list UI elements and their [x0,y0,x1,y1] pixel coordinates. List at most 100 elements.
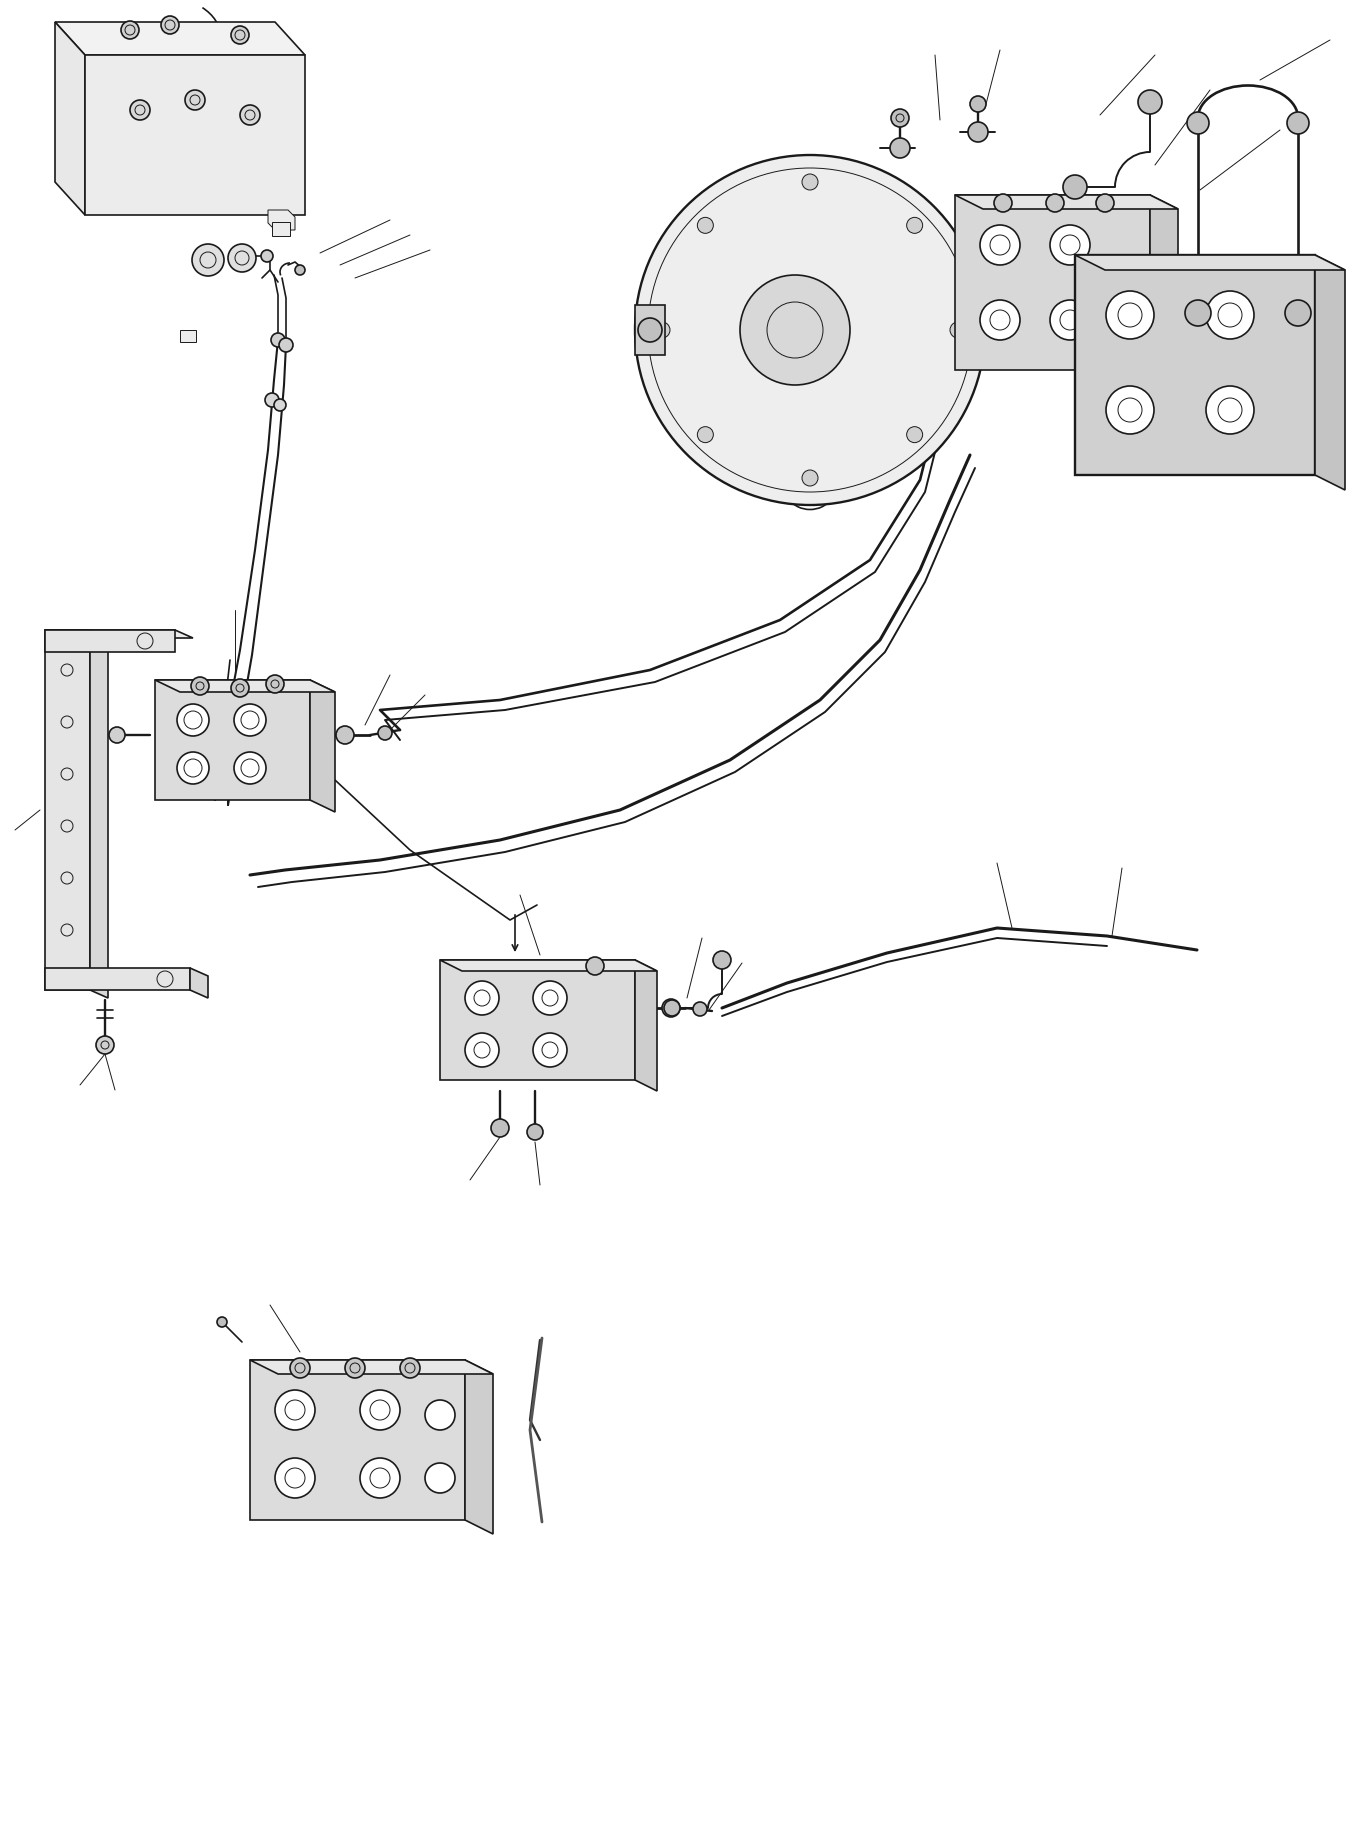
Circle shape [217,1316,227,1327]
Circle shape [465,980,499,1015]
Bar [271,222,290,236]
Polygon shape [90,629,109,999]
Polygon shape [56,22,85,214]
Circle shape [465,1034,499,1067]
Circle shape [993,194,1012,212]
Polygon shape [955,196,1149,369]
Circle shape [379,725,392,740]
Polygon shape [45,629,193,639]
Polygon shape [465,1361,493,1534]
Circle shape [1185,301,1210,327]
Circle shape [968,122,988,142]
Circle shape [360,1458,400,1497]
Circle shape [980,301,1020,340]
Polygon shape [56,22,305,55]
Circle shape [1139,90,1162,114]
Bar [180,330,195,342]
Circle shape [1286,113,1310,135]
Circle shape [275,1390,315,1431]
Circle shape [240,105,261,126]
Circle shape [1206,292,1254,340]
Circle shape [233,751,266,785]
Circle shape [176,751,209,785]
Polygon shape [85,55,305,214]
Polygon shape [45,629,175,652]
Circle shape [266,676,284,692]
Circle shape [290,1359,309,1377]
Circle shape [1050,225,1090,266]
Circle shape [345,1359,365,1377]
Circle shape [96,1036,114,1054]
Polygon shape [190,967,208,999]
Circle shape [185,90,205,111]
Circle shape [533,1034,567,1067]
Polygon shape [155,679,335,692]
Circle shape [109,727,125,742]
Polygon shape [267,210,294,231]
Circle shape [360,1390,400,1431]
Polygon shape [45,629,90,989]
Polygon shape [1315,255,1345,489]
Circle shape [1063,175,1087,199]
Circle shape [1050,301,1090,340]
Circle shape [638,318,662,342]
Circle shape [161,17,179,33]
Circle shape [586,956,604,975]
Circle shape [693,1002,707,1015]
Polygon shape [440,960,635,1080]
Circle shape [1046,194,1064,212]
Circle shape [271,332,285,347]
Polygon shape [440,960,657,971]
Circle shape [228,244,256,271]
Circle shape [233,703,266,737]
Polygon shape [1075,255,1345,270]
Circle shape [654,321,670,338]
Circle shape [337,725,354,744]
Circle shape [906,218,923,233]
Circle shape [892,109,909,127]
Circle shape [635,155,985,506]
Circle shape [191,677,209,694]
Circle shape [274,399,286,412]
Circle shape [697,426,714,443]
Circle shape [712,951,731,969]
Circle shape [740,275,849,386]
Circle shape [664,1001,680,1015]
Circle shape [950,321,966,338]
Polygon shape [1149,196,1178,384]
Circle shape [1106,292,1153,340]
Circle shape [970,96,987,113]
Circle shape [425,1464,455,1493]
Polygon shape [955,196,1178,209]
Polygon shape [635,960,657,1091]
Circle shape [1187,113,1209,135]
Circle shape [802,471,818,485]
Circle shape [294,266,305,275]
Circle shape [802,174,818,190]
Circle shape [275,1458,315,1497]
Circle shape [130,100,151,120]
Circle shape [231,679,248,698]
Circle shape [1106,386,1153,434]
Circle shape [261,249,273,262]
Polygon shape [1075,255,1315,474]
Circle shape [980,225,1020,266]
Circle shape [400,1359,421,1377]
Circle shape [697,218,714,233]
Circle shape [890,138,911,159]
Circle shape [121,20,138,39]
Polygon shape [45,629,109,639]
Circle shape [906,426,923,443]
Circle shape [491,1119,509,1137]
Circle shape [425,1399,455,1431]
Circle shape [265,393,280,406]
Polygon shape [635,305,665,354]
Circle shape [1285,301,1311,327]
Circle shape [176,703,209,737]
Polygon shape [155,679,309,799]
Polygon shape [45,967,190,989]
Circle shape [231,26,248,44]
Polygon shape [309,679,335,812]
Circle shape [1096,194,1114,212]
Circle shape [191,244,224,277]
